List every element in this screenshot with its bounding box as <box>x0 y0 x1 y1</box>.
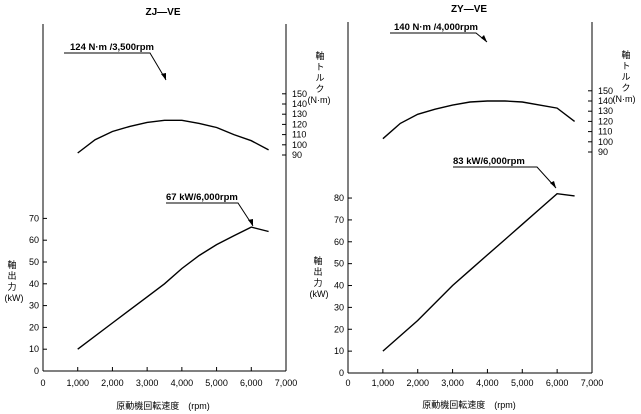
power-y-tick-label: 80 <box>334 193 344 203</box>
x-tick-label: 1,000 <box>372 378 395 388</box>
power-y-tick-label: 30 <box>334 302 344 312</box>
torque-ylabel-char: ク <box>315 84 324 94</box>
power-y-tick-label: 50 <box>29 257 39 267</box>
torque-ylabel-char: ト <box>315 62 324 72</box>
power-y-tick-label: 0 <box>339 368 344 378</box>
torque-ylabel-char: 軸 <box>621 49 630 60</box>
torque-y-tick-label: 120 <box>292 119 307 129</box>
x-tick-label: 2,000 <box>406 378 429 388</box>
power-y-tick-label: 40 <box>29 279 39 289</box>
torque-y-tick-label: 140 <box>598 96 613 106</box>
x-tick-label: 4,000 <box>171 378 194 388</box>
power-y-tick-label: 60 <box>29 235 39 245</box>
power-ylabel-char: 力 <box>7 281 16 292</box>
power-ylabel-unit: (kW) <box>5 293 24 303</box>
power-curve <box>77 226 269 350</box>
power-y-tick-label: 60 <box>334 237 344 247</box>
power-y-tick-label: 10 <box>29 344 39 354</box>
x-tick-label: 7,000 <box>581 378 604 388</box>
x-tick-label: 2,000 <box>101 378 124 388</box>
power-annotation-arrowhead <box>550 181 556 188</box>
torque-peak-annotation: 140 N·m /4,000rpm <box>394 22 478 33</box>
x-tick-label: 0 <box>345 378 350 388</box>
torque-y-tick-label: 90 <box>598 147 608 157</box>
torque-y-tick-label: 130 <box>292 109 307 119</box>
torque-annotation-leader <box>64 52 167 81</box>
x-axis-label: 原動機回転速度 (rpm) <box>422 399 516 410</box>
power-peak-annotation: 83 kW/6,000rpm <box>453 156 525 167</box>
power-y-ticks: 0 10 20 30 40 50 60 70 <box>29 213 47 376</box>
x-ticks: 0 1,000 2,000 3,000 4,000 5,000 6,000 7,000 <box>345 369 603 388</box>
power-y-tick-label: 40 <box>334 281 344 291</box>
x-tick-label: 5,000 <box>511 378 534 388</box>
power-y-tick-label: 30 <box>29 301 39 311</box>
torque-y-tick-label: 150 <box>598 86 613 96</box>
power-ylabel-char: 出 <box>313 266 322 277</box>
torque-ylabel-unit: (N·m) <box>613 94 636 104</box>
power-annotation-leader <box>453 166 557 189</box>
torque-annotation-arrowhead <box>481 35 487 42</box>
x-tick-label: 6,000 <box>546 378 569 388</box>
torque-y-tick-label: 110 <box>598 127 612 137</box>
x-tick-label: 1,000 <box>66 378 89 388</box>
power-y-tick-label: 0 <box>34 366 39 376</box>
torque-y-tick-label: 140 <box>292 99 307 109</box>
torque-peak-annotation: 124 N·m /3,500rpm <box>70 42 154 53</box>
power-ylabel-char: 力 <box>313 277 322 288</box>
torque-ylabel-unit: (N·m) <box>308 95 331 105</box>
power-ylabel-char: 軸 <box>313 255 322 266</box>
torque-curve <box>382 100 576 140</box>
power-ylabel-char: 出 <box>7 270 16 281</box>
x-tick-label: 3,000 <box>136 378 159 388</box>
chart-title: ZJ—VE <box>145 7 180 18</box>
power-annotation-arrowhead <box>248 219 253 226</box>
power-y-tick-label: 10 <box>334 346 344 356</box>
power-y-tick-label: 50 <box>334 259 344 269</box>
torque-y-tick-label: 100 <box>292 140 307 150</box>
x-tick-label: 6,000 <box>240 378 263 388</box>
chart-zy-ve: ZY—VE 0 1,000 2,000 3,000 4,000 5,000 6,000 7,0… <box>310 4 636 410</box>
torque-ylabel-char: ト <box>621 61 630 71</box>
chart-zj-ve: ZJ—VE 0 1,000 2,000 3,000 4,000 5,000 6,000 7,0… <box>5 7 331 411</box>
power-y-tick-label: 20 <box>334 324 344 334</box>
chart-title: ZY—VE <box>451 4 487 15</box>
power-curve <box>382 192 575 352</box>
power-y-ticks: 0 10 20 30 40 50 60 70 80 <box>334 193 352 378</box>
power-y-tick-label: 20 <box>29 322 39 332</box>
x-tick-label: 5,000 <box>205 378 228 388</box>
torque-y-tick-label: 110 <box>292 130 306 140</box>
power-y-tick-label: 70 <box>29 213 39 223</box>
torque-ylabel-char: ク <box>621 83 630 93</box>
torque-y-tick-label: 130 <box>598 106 613 116</box>
x-tick-label: 4,000 <box>476 378 499 388</box>
torque-y-tick-label: 90 <box>292 150 302 160</box>
x-tick-label: 0 <box>40 378 45 388</box>
power-peak-annotation: 67 kW/6,000rpm <box>166 192 238 203</box>
x-tick-label: 3,000 <box>441 378 464 388</box>
power-ylabel-char: 軸 <box>7 259 16 270</box>
torque-ylabel-char: 軸 <box>315 50 324 61</box>
torque-annotation-arrowhead <box>161 73 166 80</box>
torque-annotation-leader <box>390 32 488 43</box>
torque-ylabel-char: ル <box>315 73 324 83</box>
power-ylabel-unit: (kW) <box>310 289 329 299</box>
power-y-tick-label: 70 <box>334 215 344 225</box>
x-ticks: 0 1,000 2,000 3,000 4,000 5,000 6,000 7,000 <box>40 367 297 388</box>
torque-ylabel-char: ル <box>621 72 630 82</box>
torque-curve <box>77 119 269 154</box>
power-annotation-leader <box>166 202 254 227</box>
torque-y-tick-label: 150 <box>292 89 307 99</box>
torque-y-tick-label: 100 <box>598 137 613 147</box>
x-axis-label: 原動機回転速度 (rpm) <box>116 400 210 411</box>
x-tick-label: 7,000 <box>275 378 298 388</box>
torque-y-tick-label: 120 <box>598 116 613 126</box>
